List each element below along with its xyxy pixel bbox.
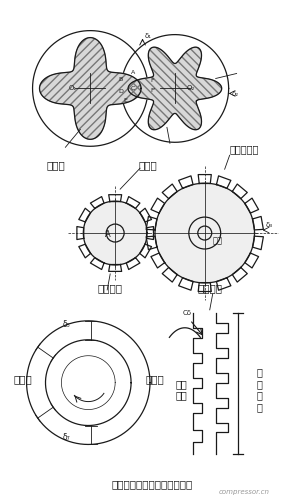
- Text: Cδ: Cδ: [183, 310, 192, 316]
- Text: δ₁: δ₁: [145, 32, 152, 38]
- Text: 从动齿轮: 从动齿轮: [197, 283, 222, 293]
- Text: 阴转子: 阴转子: [146, 374, 164, 384]
- Polygon shape: [39, 38, 141, 140]
- Text: 阴转子: 阴转子: [139, 160, 157, 170]
- Text: A: A: [105, 230, 111, 239]
- Text: O₂: O₂: [187, 86, 195, 91]
- Text: 从动齿轮圈: 从动齿轮圈: [230, 144, 259, 154]
- Text: A: A: [131, 70, 135, 76]
- Text: 从
动
齿
轮: 从 动 齿 轮: [257, 367, 262, 412]
- Text: 阳转子: 阳转子: [13, 374, 32, 384]
- Text: δ₃: δ₃: [265, 222, 272, 228]
- Text: δ₇: δ₇: [62, 434, 70, 442]
- Text: F': F': [151, 88, 156, 94]
- Text: F: F: [151, 78, 154, 84]
- Text: O₁: O₁: [68, 86, 76, 91]
- Text: D: D: [119, 90, 124, 94]
- Text: 阳转子: 阳转子: [46, 160, 65, 170]
- Text: compressor.cn: compressor.cn: [219, 490, 270, 496]
- Text: δ₂: δ₂: [231, 92, 239, 98]
- Text: 蝶杆安装间隙与齿轮噜合示意: 蝶杆安装间隙与齿轮噜合示意: [112, 480, 193, 490]
- Text: 主动齿轮: 主动齿轮: [98, 283, 123, 293]
- Text: δ₅: δ₅: [62, 320, 70, 329]
- Text: E: E: [124, 98, 128, 103]
- Text: B: B: [119, 78, 123, 82]
- Text: C: C: [131, 86, 135, 92]
- Text: 轮毂: 轮毂: [213, 236, 223, 245]
- Text: 主动
齿轮: 主动 齿轮: [176, 379, 188, 400]
- Polygon shape: [155, 183, 255, 283]
- Polygon shape: [83, 201, 147, 265]
- Polygon shape: [128, 47, 222, 130]
